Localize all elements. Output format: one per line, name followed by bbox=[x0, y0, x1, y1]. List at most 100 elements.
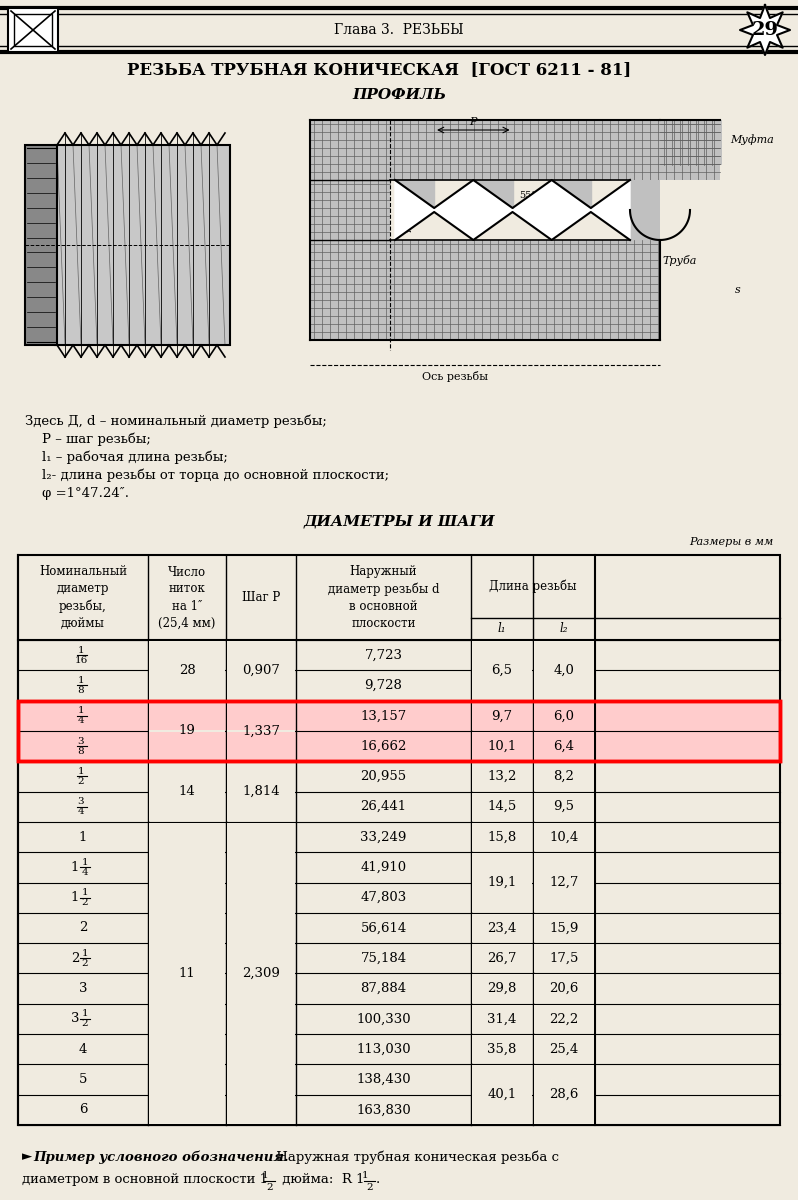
Text: 4,0: 4,0 bbox=[554, 664, 575, 677]
Text: 4: 4 bbox=[79, 1043, 87, 1056]
Text: 16: 16 bbox=[74, 655, 88, 665]
Text: 13,2: 13,2 bbox=[488, 770, 516, 782]
Text: 1: 1 bbox=[81, 858, 89, 866]
Text: Здесь Д, d – номинальный диаметр резьбы;: Здесь Д, d – номинальный диаметр резьбы; bbox=[25, 415, 327, 428]
Text: 2: 2 bbox=[79, 922, 87, 935]
Text: 6,0: 6,0 bbox=[554, 709, 575, 722]
Text: 1: 1 bbox=[71, 892, 79, 904]
Text: 10,4: 10,4 bbox=[549, 830, 579, 844]
Text: 19: 19 bbox=[179, 725, 196, 738]
Bar bbox=[534, 944, 594, 972]
Bar bbox=[660, 120, 722, 164]
Text: 1: 1 bbox=[77, 646, 85, 655]
Bar bbox=[472, 944, 532, 972]
Text: 20,955: 20,955 bbox=[361, 770, 406, 782]
Text: 7,723: 7,723 bbox=[365, 649, 402, 661]
Bar bbox=[472, 641, 532, 700]
Bar bbox=[149, 702, 225, 730]
Text: 1: 1 bbox=[81, 888, 89, 898]
Text: Шаг P: Шаг P bbox=[242, 590, 280, 604]
Text: Наружная трубная коническая резьба с: Наружная трубная коническая резьба с bbox=[272, 1150, 559, 1164]
Text: 11: 11 bbox=[179, 967, 196, 980]
Text: 6,4: 6,4 bbox=[554, 739, 575, 752]
Text: 6: 6 bbox=[79, 1103, 87, 1116]
Text: 9,7: 9,7 bbox=[492, 709, 512, 722]
Text: 3: 3 bbox=[77, 797, 85, 806]
Text: 2: 2 bbox=[266, 1183, 273, 1192]
Bar bbox=[534, 853, 594, 912]
Text: 15,9: 15,9 bbox=[549, 922, 579, 935]
Bar bbox=[534, 762, 594, 791]
Text: 14: 14 bbox=[179, 785, 196, 798]
Bar bbox=[472, 732, 532, 761]
Bar bbox=[18, 701, 780, 731]
Bar bbox=[534, 702, 594, 730]
Bar bbox=[534, 1004, 594, 1033]
Text: 1: 1 bbox=[262, 1171, 269, 1180]
Bar bbox=[227, 641, 295, 700]
Text: 14,5: 14,5 bbox=[488, 800, 516, 814]
Bar bbox=[227, 702, 295, 730]
Text: s: s bbox=[735, 284, 741, 295]
Text: 2: 2 bbox=[71, 952, 79, 965]
Text: 2,309: 2,309 bbox=[242, 967, 280, 980]
Polygon shape bbox=[395, 180, 434, 208]
Text: 20,6: 20,6 bbox=[549, 982, 579, 995]
Text: Муфта: Муфта bbox=[730, 134, 774, 145]
Bar bbox=[534, 914, 594, 942]
Text: Длина резьбы: Длина резьбы bbox=[489, 580, 577, 593]
Text: 3: 3 bbox=[77, 737, 85, 745]
Text: 19,1: 19,1 bbox=[488, 876, 516, 889]
Text: Размеры в мм: Размеры в мм bbox=[689, 538, 773, 547]
Bar bbox=[310, 240, 660, 340]
Text: 31,4: 31,4 bbox=[488, 1013, 516, 1026]
Polygon shape bbox=[551, 180, 591, 208]
Text: 138,430: 138,430 bbox=[356, 1073, 411, 1086]
Bar bbox=[25, 145, 57, 346]
Text: 28,6: 28,6 bbox=[549, 1088, 579, 1102]
Bar bbox=[534, 792, 594, 821]
Bar bbox=[534, 732, 594, 761]
Text: 47,803: 47,803 bbox=[361, 892, 407, 904]
Bar bbox=[227, 702, 295, 761]
Polygon shape bbox=[740, 5, 790, 55]
Text: 1: 1 bbox=[71, 860, 79, 874]
Bar bbox=[472, 974, 532, 1003]
Text: 26,7: 26,7 bbox=[488, 952, 517, 965]
Text: Труба: Труба bbox=[663, 254, 697, 265]
Bar bbox=[227, 732, 295, 761]
Polygon shape bbox=[473, 180, 512, 208]
Bar bbox=[534, 641, 594, 700]
Text: 1,814: 1,814 bbox=[242, 785, 280, 798]
Bar bbox=[227, 823, 295, 1124]
Bar bbox=[472, 1004, 532, 1033]
Text: 56,614: 56,614 bbox=[361, 922, 407, 935]
Text: 4: 4 bbox=[81, 868, 89, 877]
Text: Номинальный
диаметр
резьбы,
дюймы: Номинальный диаметр резьбы, дюймы bbox=[39, 565, 127, 630]
Bar bbox=[630, 180, 660, 240]
Text: l₂- длина резьбы от торца до основной плоскости;: l₂- длина резьбы от торца до основной пл… bbox=[25, 469, 389, 482]
Bar bbox=[472, 823, 532, 851]
Bar bbox=[8, 8, 58, 52]
Text: 87,884: 87,884 bbox=[361, 982, 406, 995]
Text: Пример условного обозначения.: Пример условного обозначения. bbox=[33, 1150, 289, 1164]
Bar bbox=[534, 823, 594, 851]
Text: P: P bbox=[469, 116, 477, 127]
Text: 28: 28 bbox=[179, 664, 196, 677]
Text: диаметром в основной плоскости 1: диаметром в основной плоскости 1 bbox=[22, 1174, 272, 1186]
Bar bbox=[534, 974, 594, 1003]
Text: Ось резьбы: Ось резьбы bbox=[422, 372, 488, 383]
Text: 26,441: 26,441 bbox=[361, 800, 406, 814]
Text: 4: 4 bbox=[77, 716, 85, 725]
Text: 2: 2 bbox=[77, 776, 85, 786]
Text: 2: 2 bbox=[81, 959, 89, 967]
Text: Наружный
диаметр резьбы d
в основной
плоскости: Наружный диаметр резьбы d в основной пло… bbox=[328, 565, 439, 630]
Text: 1: 1 bbox=[77, 767, 85, 776]
Text: 3: 3 bbox=[79, 982, 87, 995]
Text: 12,7: 12,7 bbox=[549, 876, 579, 889]
Text: 23,4: 23,4 bbox=[488, 922, 516, 935]
Text: 25,4: 25,4 bbox=[549, 1043, 579, 1056]
Text: 5: 5 bbox=[79, 1073, 87, 1086]
Text: 15,8: 15,8 bbox=[488, 830, 516, 844]
Text: 1: 1 bbox=[81, 1009, 89, 1019]
